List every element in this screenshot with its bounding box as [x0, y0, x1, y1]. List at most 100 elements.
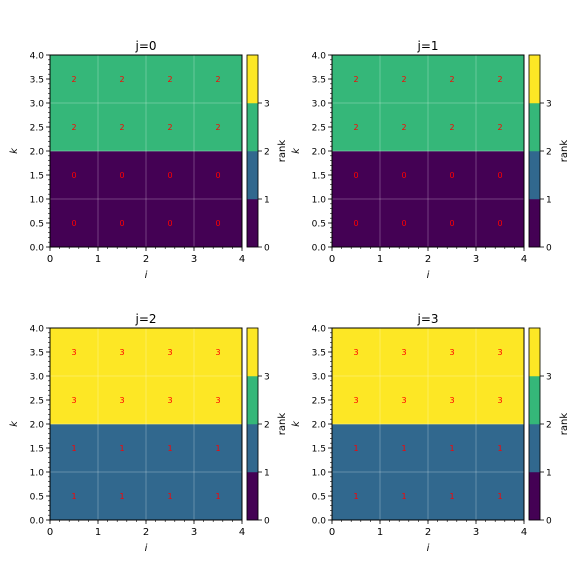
- cell-label: 0: [449, 171, 454, 180]
- heatmap-cell: [145, 423, 195, 473]
- cell-label: 0: [497, 219, 502, 228]
- colorbar-label: rank: [559, 413, 570, 436]
- y-tick-label: 1.5: [30, 445, 44, 455]
- x-axis-label: i: [427, 543, 430, 554]
- heatmap-cell: [49, 327, 99, 377]
- heatmap-cell: [427, 198, 477, 248]
- x-tick-label: 4: [239, 527, 245, 538]
- heatmap-cell: [427, 375, 477, 425]
- y-tick-label: 1.0: [312, 196, 327, 206]
- cell-label: 3: [71, 396, 76, 405]
- y-tick-label: 3.5: [30, 349, 44, 359]
- y-axis-label: k: [9, 147, 20, 154]
- y-tick-label: 0.5: [30, 493, 44, 503]
- colorbar-label: rank: [559, 140, 570, 163]
- colorbar-tick-label: 3: [546, 373, 552, 383]
- cell-label: 0: [353, 219, 358, 228]
- cell-label: 1: [167, 492, 172, 501]
- heatmap-cell: [331, 54, 381, 104]
- cell-label: 0: [119, 171, 124, 180]
- y-tick-label: 1.0: [312, 469, 327, 479]
- x-tick-label: 3: [473, 254, 479, 265]
- heatmap-cell: [49, 54, 99, 104]
- colorbar-segment: [246, 198, 259, 248]
- heatmap-cell: [331, 423, 381, 473]
- heatmap-cell: [331, 327, 381, 377]
- cell-label: 1: [497, 444, 502, 453]
- y-tick-label: 1.5: [312, 445, 326, 455]
- cell-label: 0: [167, 219, 172, 228]
- cell-label: 2: [119, 123, 124, 132]
- colorbar-segment: [246, 423, 259, 473]
- y-tick-label: 3.0: [30, 373, 45, 383]
- cell-label: 0: [353, 171, 358, 180]
- x-tick-label: 3: [191, 527, 197, 538]
- x-tick-label: 4: [521, 254, 527, 265]
- x-axis-label: i: [427, 270, 430, 281]
- subplot-0: 0 0 0 0 0 0 0 0 2 2 2 2 2 2 2 2 0 1 2 3 4 0.0 0.5 1.0 1.5 2.0 2.5 3…: [9, 39, 288, 281]
- cell-label: 1: [449, 444, 454, 453]
- cell-label: 2: [497, 123, 502, 132]
- heatmap-cell: [427, 150, 477, 200]
- x-tick-label: 0: [329, 254, 335, 265]
- cell-label: 2: [167, 123, 172, 132]
- y-tick-label: 2.5: [312, 124, 326, 134]
- colorbar-segment: [246, 327, 259, 377]
- cell-label: 2: [215, 75, 220, 84]
- heatmap-cell: [379, 423, 429, 473]
- y-tick-label: 3.0: [30, 100, 45, 110]
- colorbar-label: rank: [277, 140, 288, 163]
- y-tick-label: 3.0: [312, 373, 327, 383]
- y-tick-label: 0.0: [30, 244, 45, 254]
- heatmap-cell: [145, 327, 195, 377]
- x-tick-label: 1: [95, 527, 101, 538]
- cell-label: 0: [449, 219, 454, 228]
- y-tick-label: 0.0: [312, 244, 327, 254]
- heatmap-cell: [193, 54, 243, 104]
- heatmap-cell: [49, 198, 99, 248]
- cell-label: 3: [353, 396, 358, 405]
- colorbar-segment: [528, 327, 541, 377]
- cell-label: 0: [401, 219, 406, 228]
- heatmap-cell: [475, 375, 525, 425]
- cell-label: 2: [497, 75, 502, 84]
- colorbar-segment: [246, 54, 259, 104]
- cell-label: 3: [401, 396, 406, 405]
- cell-label: 0: [71, 219, 76, 228]
- cell-label: 3: [167, 396, 172, 405]
- heatmap-cell: [145, 150, 195, 200]
- cell-label: 3: [449, 396, 454, 405]
- y-tick-label: 0.0: [312, 517, 327, 527]
- cell-label: 1: [401, 492, 406, 501]
- cell-label: 1: [353, 444, 358, 453]
- cell-label: 0: [497, 171, 502, 180]
- colorbar-tick-label: 0: [546, 244, 552, 254]
- cell-label: 1: [71, 444, 76, 453]
- y-tick-label: 4.0: [312, 52, 327, 62]
- y-tick-label: 3.5: [312, 349, 326, 359]
- y-tick-label: 3.5: [30, 76, 44, 86]
- colorbar-segment: [246, 150, 259, 200]
- cell-label: 1: [353, 492, 358, 501]
- y-tick-label: 0.0: [30, 517, 45, 527]
- y-tick-label: 4.0: [30, 52, 45, 62]
- heatmap-cell: [49, 423, 99, 473]
- y-tick-label: 3.0: [312, 100, 327, 110]
- heatmap-cell: [97, 102, 147, 152]
- heatmap-cell: [427, 471, 477, 521]
- cell-label: 3: [215, 348, 220, 357]
- cell-label: 3: [167, 348, 172, 357]
- cell-label: 2: [449, 75, 454, 84]
- colorbar-segment: [528, 198, 541, 248]
- colorbar-tick-label: 2: [546, 148, 552, 158]
- subplot-1: 0 0 0 0 0 0 0 0 2 2 2 2 2 2 2 2 0 1 2 3 4 0.0 0.5 1.0 1.5 2.0 2.5 3…: [291, 39, 570, 281]
- subplot-3: 1 1 1 1 1 1 1 1 3 3 3 3 3 3 3 3 0 1 2 3 4 0.0 0.5 1.0 1.5 2.0 2.5 3…: [291, 312, 570, 554]
- cell-label: 3: [401, 348, 406, 357]
- cell-label: 3: [119, 396, 124, 405]
- heatmap-cell: [145, 471, 195, 521]
- y-tick-label: 2.0: [30, 421, 45, 431]
- colorbar-segment: [528, 102, 541, 152]
- colorbar-tick-label: 0: [264, 517, 270, 527]
- heatmap-cell: [97, 471, 147, 521]
- colorbar-tick-label: 2: [264, 421, 270, 431]
